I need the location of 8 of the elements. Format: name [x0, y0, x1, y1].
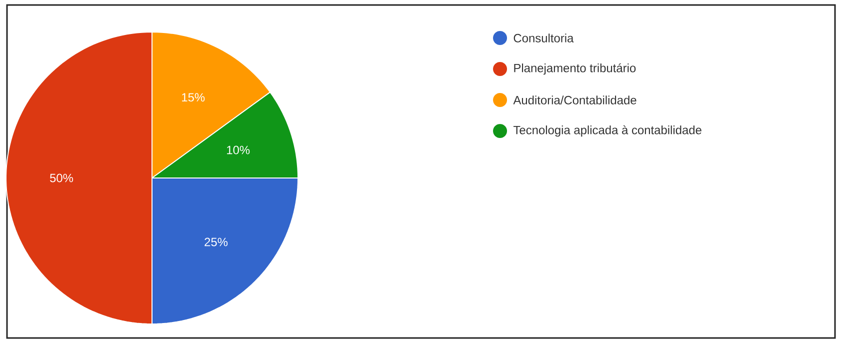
legend-label: Tecnologia aplicada à contabilidade	[513, 125, 702, 137]
data-label: 10%	[227, 146, 250, 154]
data-label: 50%	[50, 174, 74, 182]
data-label: 15%	[182, 93, 205, 102]
legend-label: Auditoria/Contabilidade	[513, 96, 636, 104]
legend-label: Consultoria	[514, 34, 574, 42]
data-label: 25%	[204, 238, 228, 246]
legend-label: Planejamento tributário	[514, 63, 636, 75]
